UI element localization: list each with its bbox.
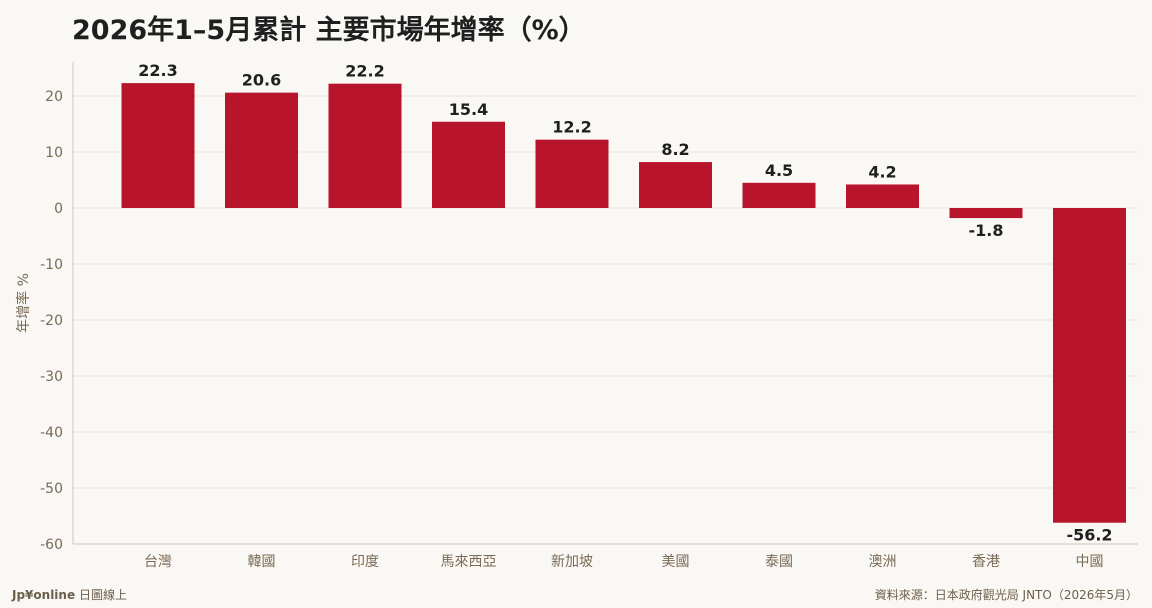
x-tick-labels: 台灣 韓國 印度 馬來西亞 新加坡 美國 泰國 澳洲 香港 中國 [144, 554, 1104, 570]
bar [742, 182, 816, 208]
bar [949, 208, 1023, 219]
brand-name: 日圖線上 [78, 588, 127, 602]
bar [225, 92, 298, 208]
y-axis-label: 年增率 % [15, 273, 32, 333]
y-tick-label: 10 [45, 145, 63, 161]
y-tick-label: -30 [40, 369, 63, 385]
y-tick-label: -50 [40, 481, 63, 497]
bar [846, 184, 919, 208]
bar [535, 139, 609, 208]
data-label: 22.3 [138, 61, 177, 80]
y-tick-label: -40 [40, 425, 63, 441]
bar-chart: 20 10 0 -10 -20 -30 -40 -50 -60 台灣 韓國 印度 馬來西亞 新加坡 美國 泰… [15, 61, 1138, 570]
x-tick-label: 台灣 [144, 554, 172, 570]
bar [328, 83, 402, 208]
bar [432, 121, 505, 208]
data-label: 22.2 [345, 62, 384, 81]
bar [121, 83, 195, 208]
axes [72, 62, 1138, 545]
bar [1053, 208, 1126, 523]
chart-title: 2026年1–5月累計 主要市場年增率（%） [72, 15, 586, 46]
x-tick-label: 印度 [351, 554, 379, 570]
x-tick-label: 香港 [972, 554, 1000, 570]
data-label: 4.5 [765, 161, 793, 180]
x-tick-label: 泰國 [765, 554, 793, 570]
bar [639, 162, 712, 208]
data-label: 4.2 [868, 162, 896, 181]
data-label: 15.4 [449, 100, 488, 119]
data-label: 20.6 [242, 71, 281, 90]
brand-logo: Jp¥online [12, 588, 76, 602]
y-tick-labels: 20 10 0 -10 -20 -30 -40 -50 -60 [40, 89, 63, 553]
data-labels: 22.3 20.6 22.2 15.4 12.2 8.2 4.5 4.2 -1.8 -56.2 [138, 61, 1112, 545]
y-tick-label: -10 [40, 257, 63, 273]
bars [121, 83, 1126, 523]
data-label: -56.2 [1066, 526, 1112, 545]
brand: Jp¥online 日圖線上 [12, 586, 127, 603]
data-label: -1.8 [969, 221, 1004, 240]
y-tick-label: -20 [40, 313, 63, 329]
x-tick-label: 馬來西亞 [441, 554, 497, 570]
source-note: 資料來源：日本政府觀光局 JNTO（2026年5月） [874, 588, 1138, 602]
data-label: 8.2 [661, 140, 689, 159]
x-tick-label: 澳洲 [869, 554, 897, 570]
y-tick-label: 20 [45, 89, 63, 105]
data-label: 12.2 [552, 118, 591, 137]
x-tick-label: 美國 [662, 554, 690, 570]
x-tick-label: 新加坡 [551, 554, 593, 570]
y-tick-label: -60 [40, 537, 63, 553]
x-tick-label: 中國 [1076, 554, 1104, 570]
x-tick-label: 韓國 [248, 554, 276, 570]
y-tick-label: 0 [54, 201, 63, 217]
